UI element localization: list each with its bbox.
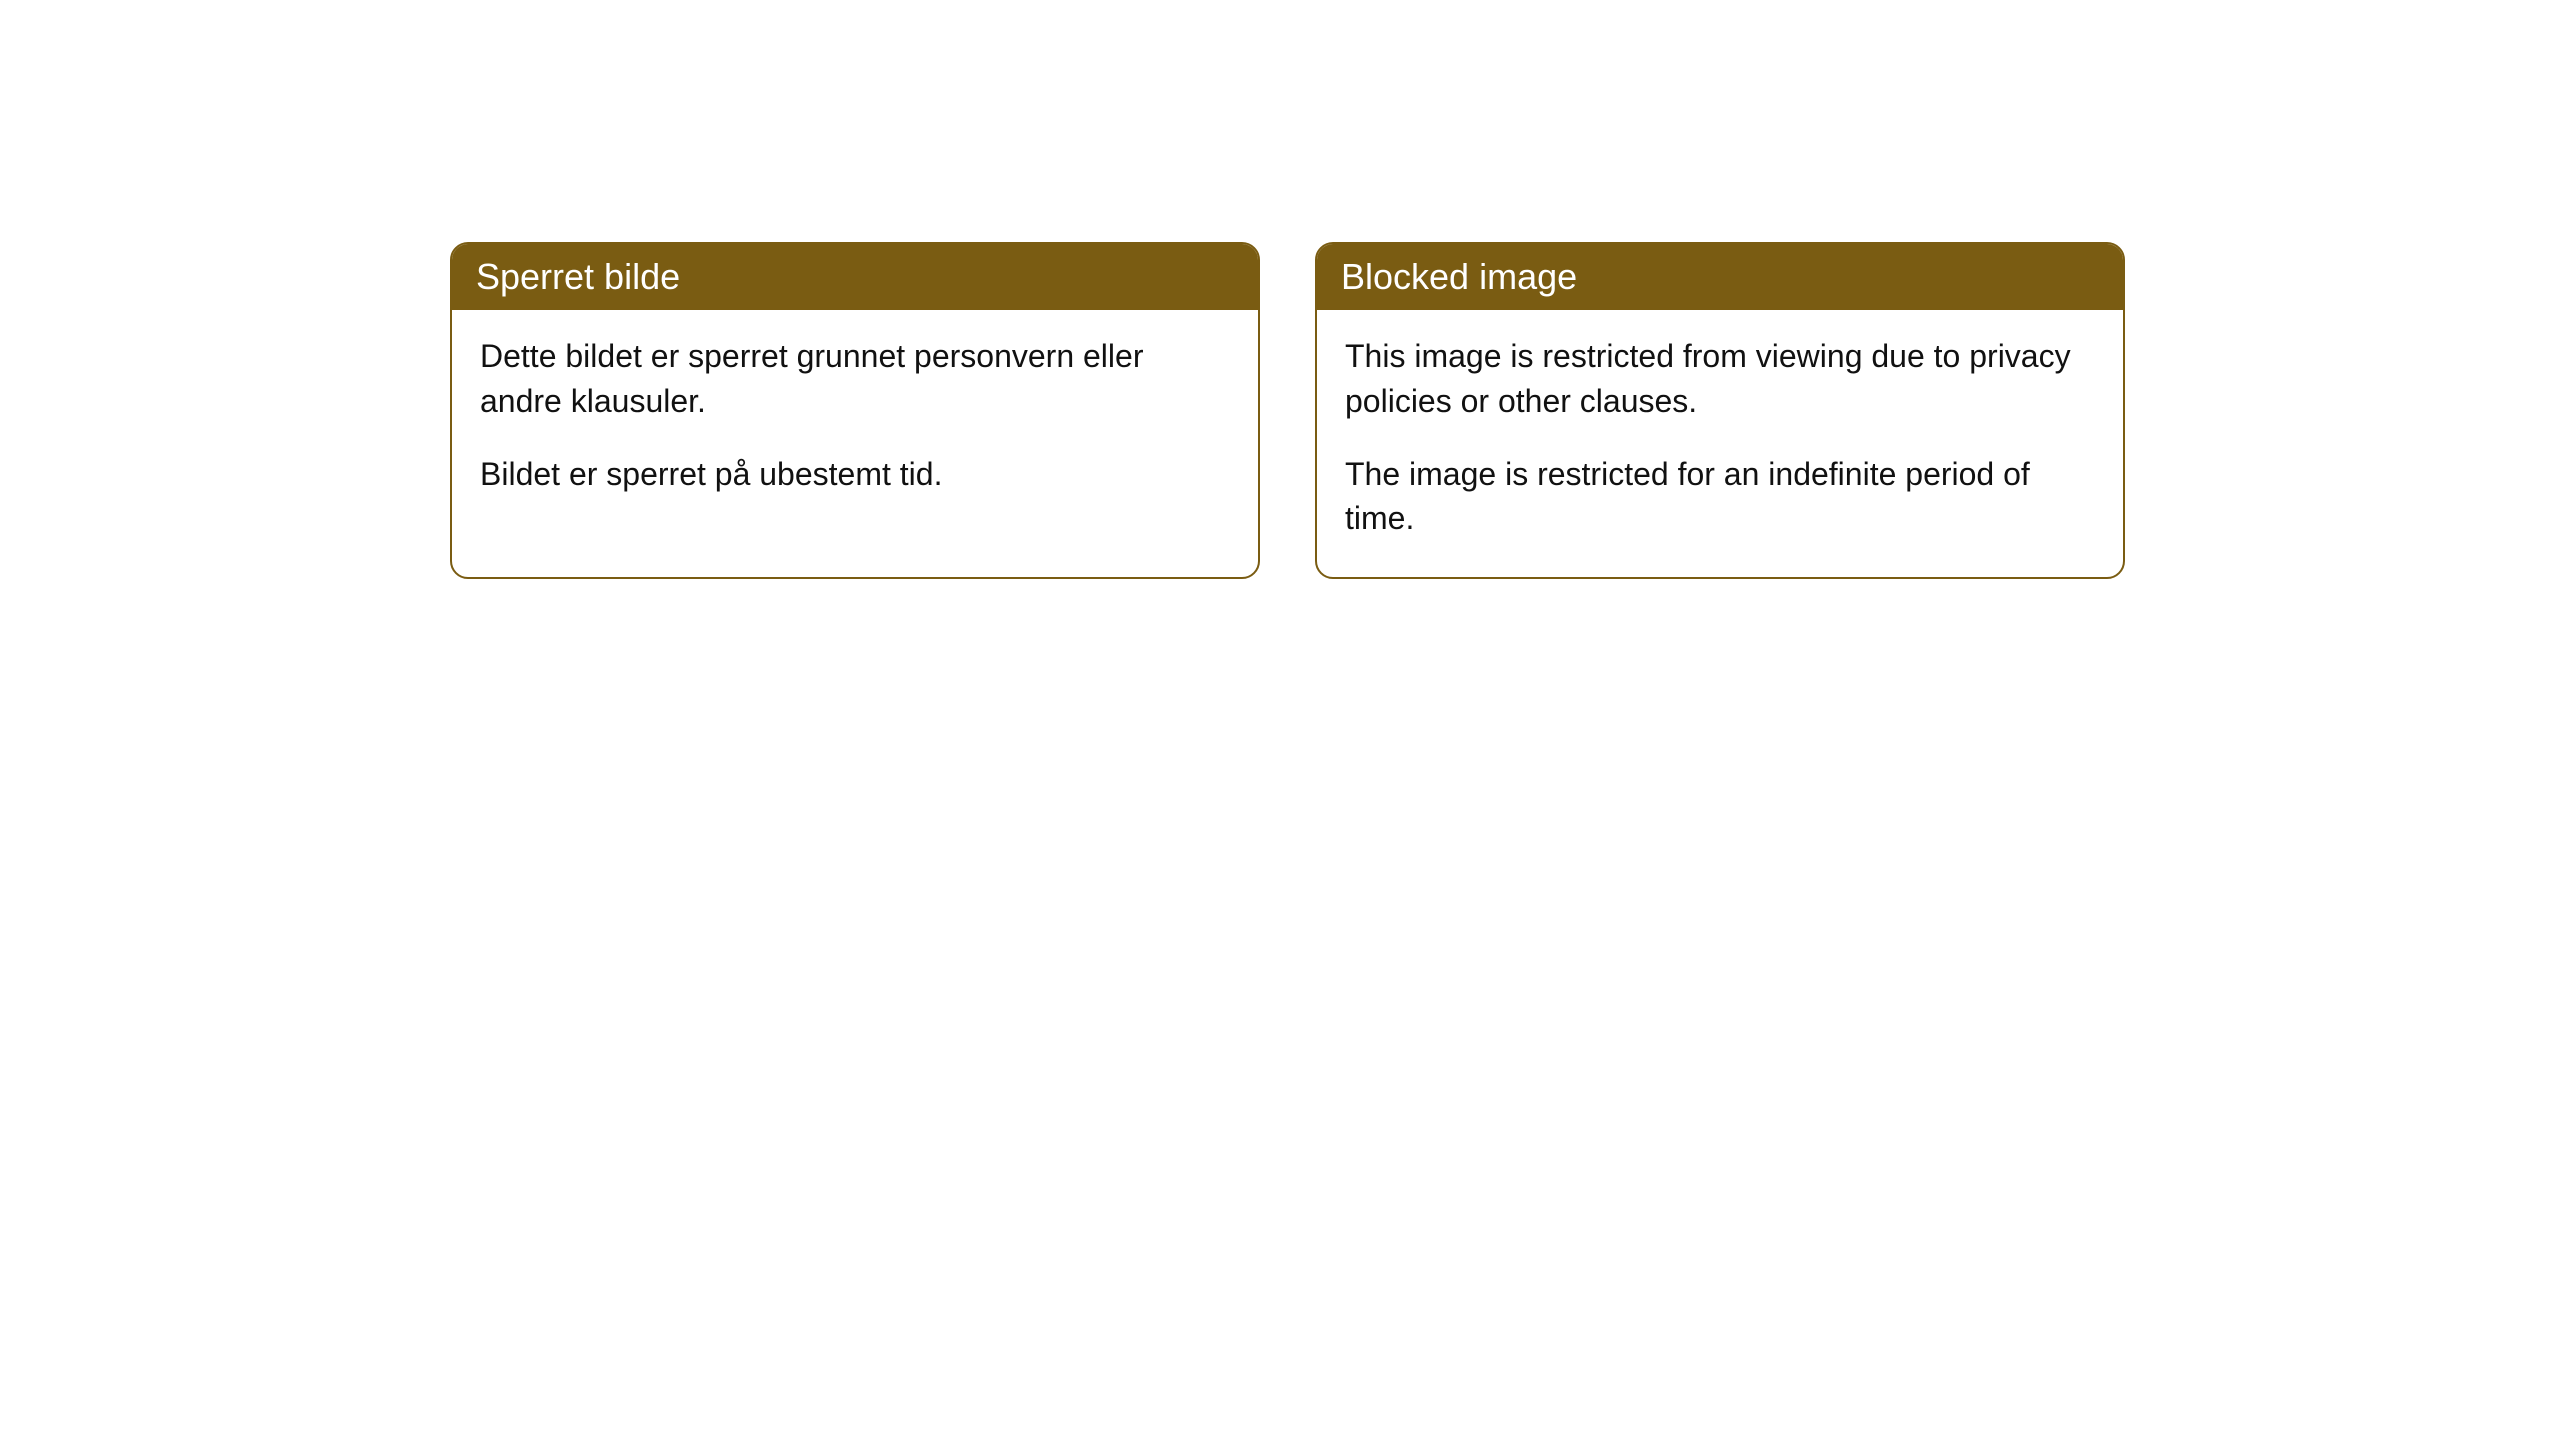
spacer — [480, 424, 1230, 452]
card-header: Blocked image — [1317, 244, 2123, 310]
card-paragraph: Bildet er sperret på ubestemt tid. — [480, 452, 1230, 497]
card-body: This image is restricted from viewing du… — [1317, 310, 2123, 577]
notice-cards-container: Sperret bilde Dette bildet er sperret gr… — [450, 242, 2125, 579]
card-title: Sperret bilde — [476, 256, 680, 297]
notice-card-english: Blocked image This image is restricted f… — [1315, 242, 2125, 579]
card-paragraph: This image is restricted from viewing du… — [1345, 334, 2095, 424]
card-title: Blocked image — [1341, 256, 1577, 297]
spacer — [1345, 424, 2095, 452]
card-paragraph: The image is restricted for an indefinit… — [1345, 452, 2095, 542]
card-header: Sperret bilde — [452, 244, 1258, 310]
card-paragraph: Dette bildet er sperret grunnet personve… — [480, 334, 1230, 424]
notice-card-norwegian: Sperret bilde Dette bildet er sperret gr… — [450, 242, 1260, 579]
card-body: Dette bildet er sperret grunnet personve… — [452, 310, 1258, 532]
